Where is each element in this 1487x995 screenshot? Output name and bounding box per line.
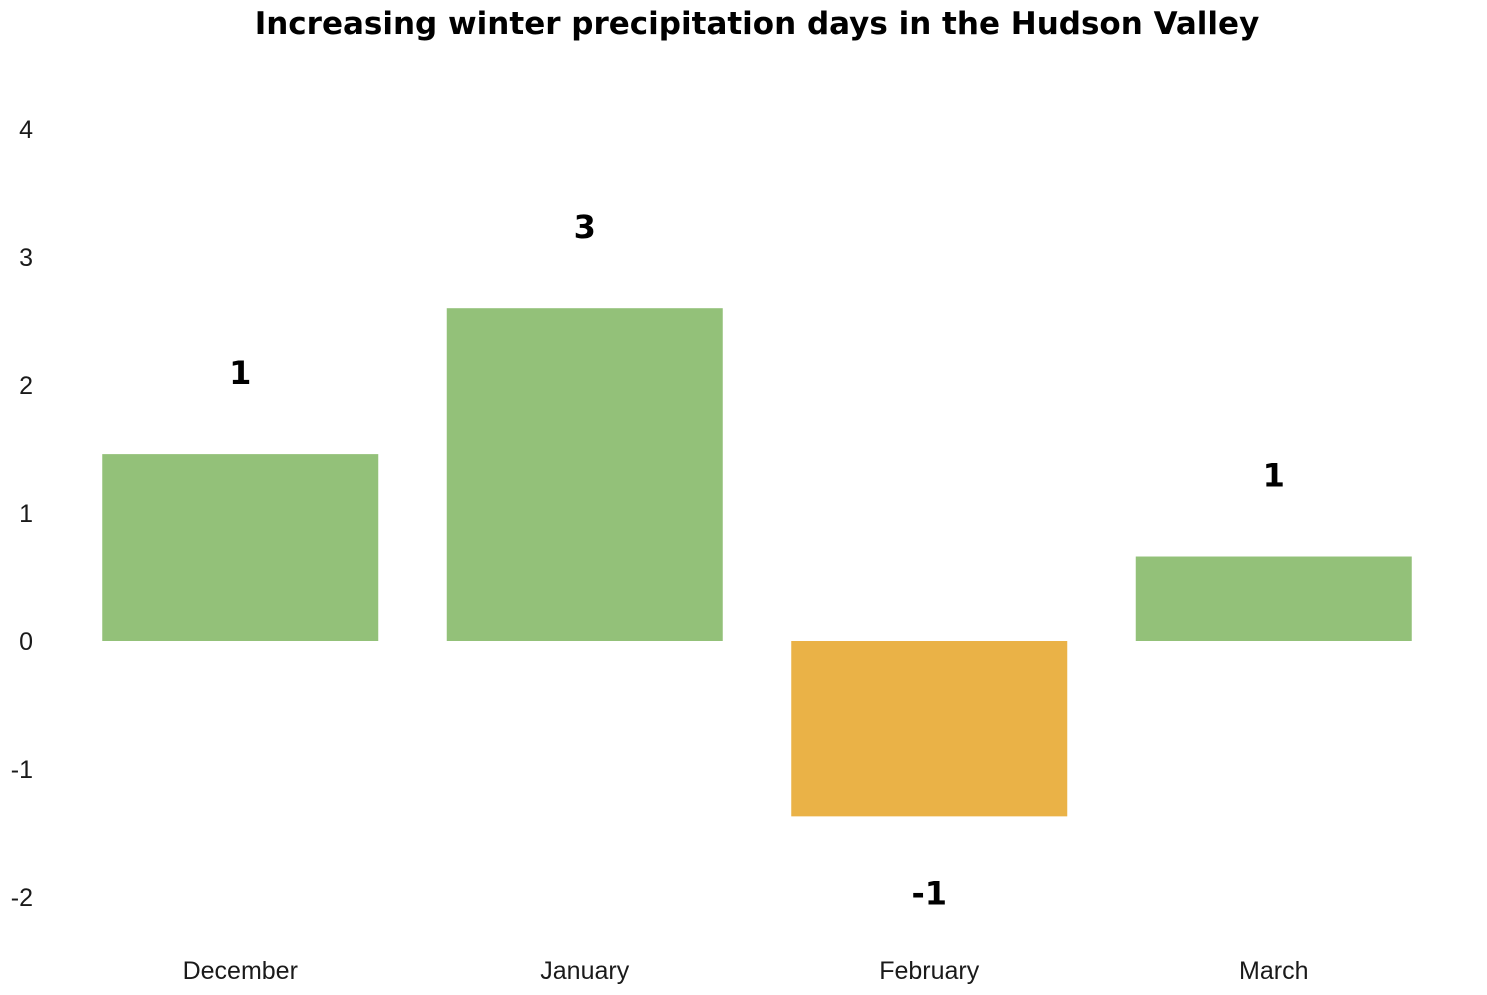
data-label-december: 1 — [229, 354, 251, 392]
y-axis: 4 3 2 1 0 -1 -2 — [11, 116, 33, 912]
data-label-february: -1 — [911, 874, 947, 912]
category-label-december: December — [183, 957, 298, 985]
data-label-january: 3 — [574, 208, 596, 246]
y-tick-label: 2 — [19, 372, 33, 400]
data-label-march: 1 — [1263, 457, 1285, 495]
category-label-february: February — [879, 957, 980, 985]
chart-title: Increasing winter precipitation days in … — [255, 6, 1260, 42]
y-tick-label: 4 — [19, 116, 33, 144]
data-labels: 1 3 -1 1 — [229, 208, 1285, 912]
y-tick-label: 0 — [19, 628, 33, 656]
y-tick-label: -2 — [11, 884, 33, 912]
bars — [102, 308, 1412, 817]
category-label-january: January — [540, 957, 629, 985]
y-tick-label: -1 — [11, 756, 33, 784]
bar-february — [791, 641, 1068, 817]
y-tick-label: 1 — [19, 500, 33, 528]
bar-march — [1135, 556, 1412, 641]
bar-january — [446, 308, 723, 641]
y-tick-label: 3 — [19, 244, 33, 272]
x-axis: December January February March — [183, 957, 1309, 985]
category-label-march: March — [1239, 957, 1308, 985]
bar-december — [102, 454, 379, 641]
